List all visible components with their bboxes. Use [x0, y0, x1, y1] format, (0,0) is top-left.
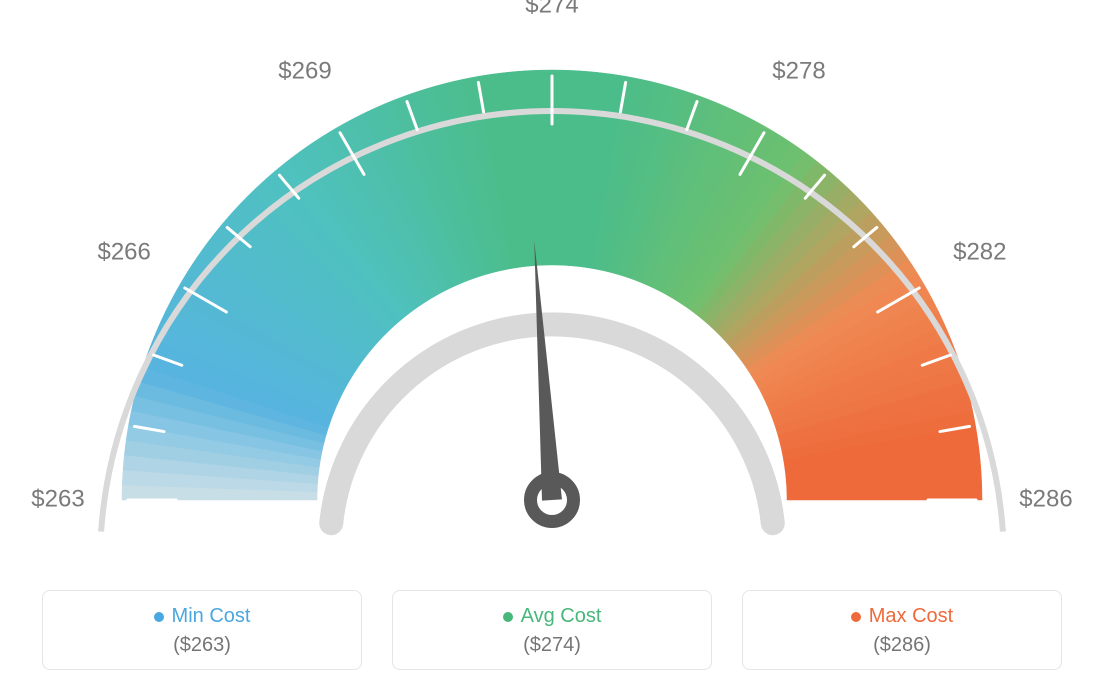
legend-value-avg: ($274) — [403, 634, 701, 657]
legend-value-max: ($286) — [753, 634, 1051, 657]
legend-card-avg: Avg Cost ($274) — [392, 590, 712, 670]
gauge-tick-label: $274 — [525, 0, 578, 18]
legend-row: Min Cost ($263) Avg Cost ($274) Max Cost… — [0, 590, 1104, 670]
legend-card-min: Min Cost ($263) — [42, 590, 362, 670]
legend-dot-min — [154, 612, 164, 622]
legend-dot-avg — [503, 612, 513, 622]
legend-label-avg: Avg Cost — [521, 605, 602, 628]
gauge-svg: $263 $266 $269 $274 $278 $282 $286 — [0, 0, 1104, 560]
gauge-tick-label: $266 — [97, 238, 150, 265]
legend-label-max: Max Cost — [869, 605, 953, 628]
legend-label-min: Min Cost — [172, 605, 251, 628]
gauge-tick-label: $282 — [953, 238, 1006, 265]
gauge-tick-label: $278 — [772, 58, 825, 85]
gauge-tick-label: $286 — [1019, 485, 1072, 512]
gauge-tick-label: $269 — [278, 58, 331, 85]
gauge-tick-label: $263 — [31, 485, 84, 512]
gauge-needle — [534, 241, 562, 501]
legend-card-max: Max Cost ($286) — [742, 590, 1062, 670]
gauge-chart: $263 $266 $269 $274 $278 $282 $286 — [0, 0, 1104, 560]
legend-value-min: ($263) — [53, 634, 351, 657]
legend-dot-max — [851, 612, 861, 622]
